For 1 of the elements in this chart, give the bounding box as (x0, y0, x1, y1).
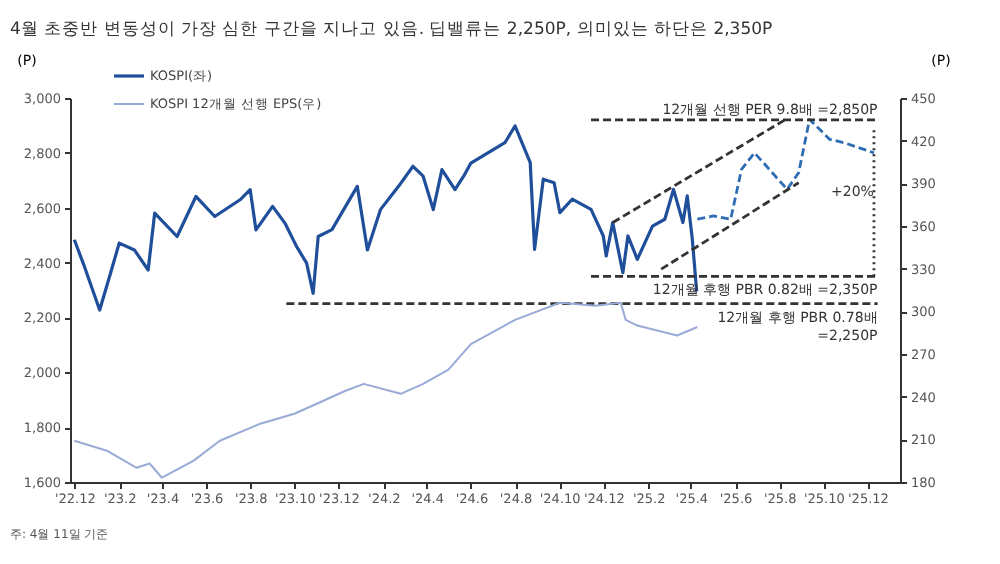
chart-title: 4월 초중반 변동성이 가장 심한 구간을 지나고 있음. 딥밸류는 2,250P, 의미있는 하단은 2,350P (10, 20, 773, 40)
